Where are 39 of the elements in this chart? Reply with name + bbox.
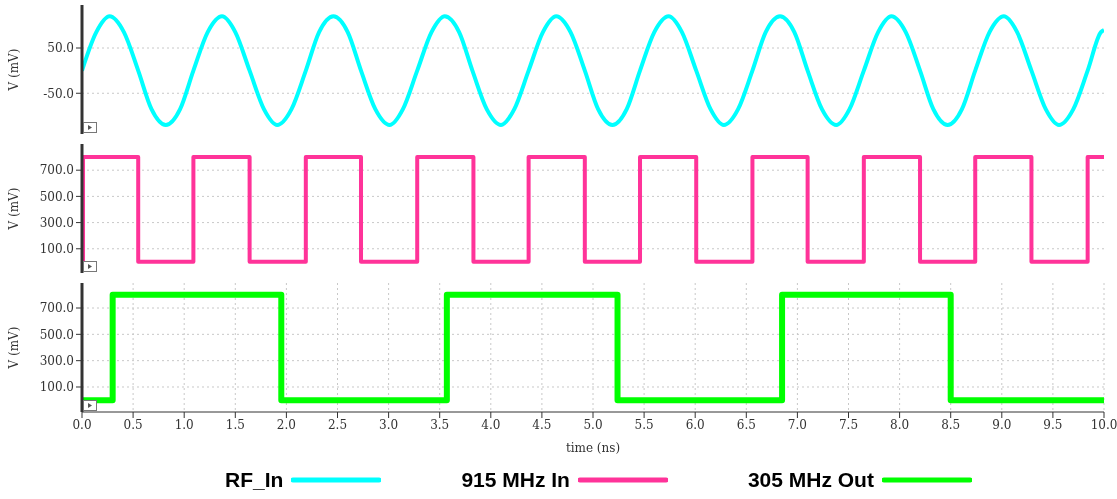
y-tick-label: 500.0 [39, 189, 74, 204]
x-tick-label: 8.5 [941, 417, 961, 432]
y-tick-label: 300.0 [39, 215, 74, 230]
y-tick-label: 500.0 [39, 327, 74, 342]
legend-label: 915 MHz In [461, 468, 570, 492]
x-tick-label: 4.5 [532, 417, 552, 432]
x-tick-label: 5.0 [583, 417, 603, 432]
y-axis-title: V (mV) [7, 326, 22, 370]
x-tick-label: 9.0 [992, 417, 1012, 432]
x-tick-label: 7.0 [787, 417, 807, 432]
x-tick-label: 9.5 [1043, 417, 1063, 432]
x-tick-label: 2.5 [327, 417, 348, 432]
y-tick-label: 50.0 [47, 41, 74, 56]
x-tick-label: 6.0 [685, 417, 705, 432]
legend-label: RF_In [225, 468, 284, 492]
x-tick-label: 10.0 [1090, 417, 1117, 432]
y-tick-label: 300.0 [39, 353, 74, 368]
x-tick-label: 4.0 [481, 417, 501, 432]
x-tick-label: 5.5 [634, 417, 654, 432]
y-tick-label: -50.0 [43, 86, 74, 101]
x-tick-label: 1.5 [225, 417, 245, 432]
x-axis-title: time (ns) [565, 441, 621, 455]
x-tick-label: 2.0 [276, 417, 296, 432]
y-tick-label: 100.0 [39, 242, 74, 257]
x-tick-label: 6.5 [736, 417, 756, 432]
y-tick-label: 700.0 [39, 301, 74, 316]
line-series [82, 14, 1104, 127]
x-tick-label: 7.5 [838, 417, 859, 432]
x-tick-label: 3.5 [430, 417, 450, 432]
x-tick-label: 0.0 [72, 417, 92, 432]
y-axis-title: V (mV) [7, 187, 22, 231]
x-tick-label: 3.0 [379, 417, 399, 432]
x-tick-label: 1.0 [174, 417, 194, 432]
y-tick-label: 100.0 [39, 380, 74, 395]
legend-label: 305 MHz Out [747, 468, 874, 492]
y-tick-label: 700.0 [39, 163, 74, 178]
y-axis-title: V (mV) [7, 48, 22, 92]
x-tick-label: 0.5 [123, 417, 143, 432]
x-tick-label: 8.0 [890, 417, 910, 432]
